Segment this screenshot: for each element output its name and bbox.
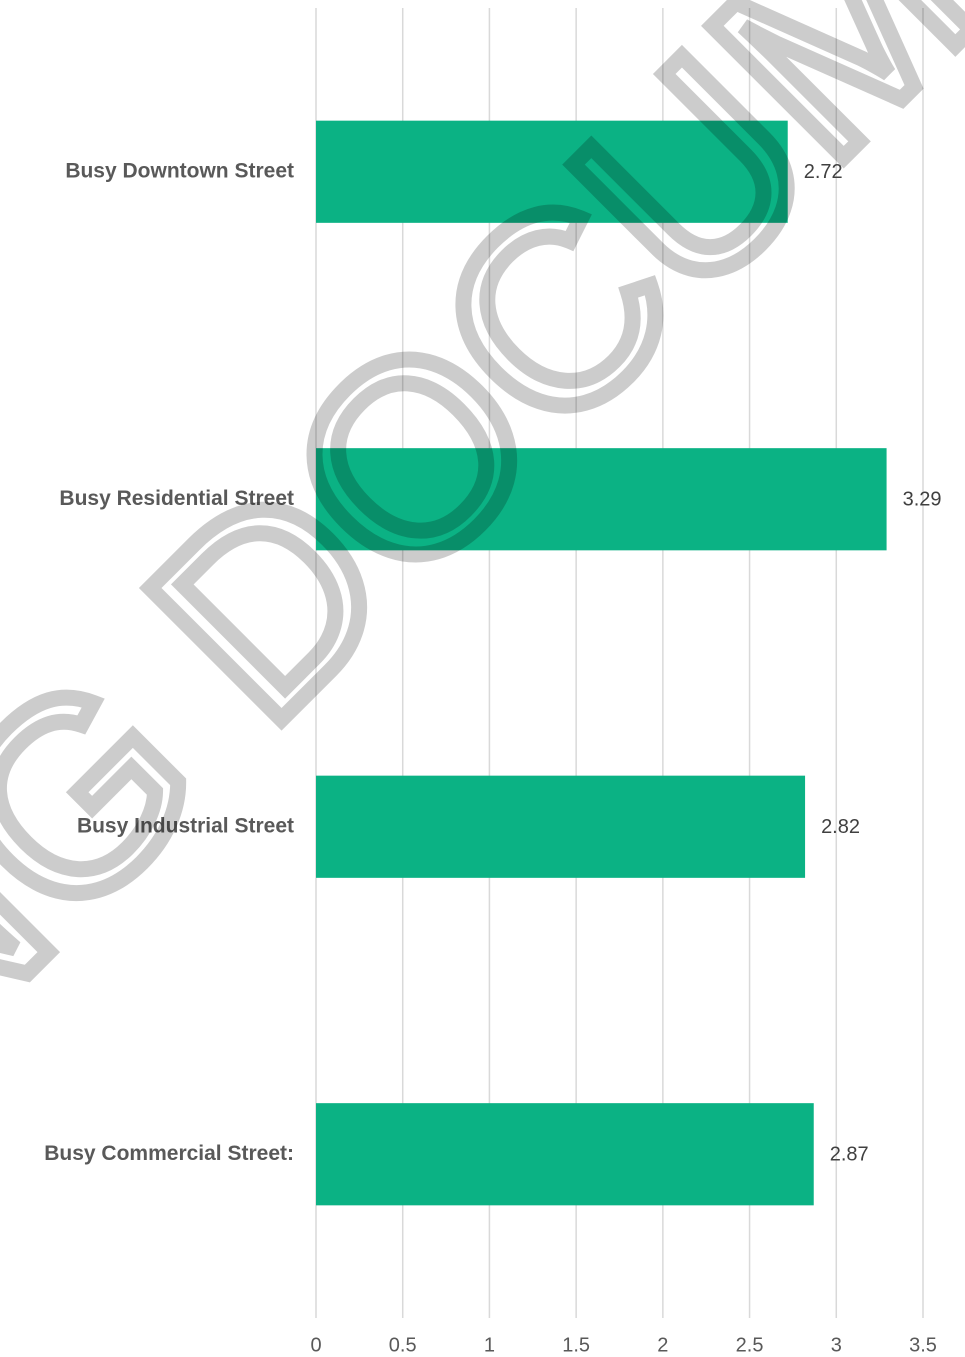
- bars: [316, 120, 887, 1206]
- x-tick-label: 1: [484, 1334, 495, 1356]
- y-tick-label: Busy Residential Street: [59, 487, 294, 510]
- x-tick-label: 3: [831, 1334, 842, 1356]
- bar: [316, 1103, 814, 1206]
- data-label: 3.29: [903, 489, 942, 511]
- y-tick-label: Busy Commercial Street:: [44, 1142, 294, 1165]
- x-tick-label: 3.5: [909, 1334, 937, 1356]
- data-label: 2.72: [804, 161, 843, 183]
- labels: 0 0.5 1 1.5 2 2.5 3 3.5 Busy Downtown Street 2.72…: [44, 159, 941, 1356]
- y-tick-label: Busy Downtown Street: [65, 159, 294, 182]
- y-tick-label: Busy Industrial Street: [77, 814, 294, 837]
- x-tick-label: 0: [310, 1334, 321, 1356]
- x-tick-label: 1.5: [562, 1334, 590, 1356]
- x-tick-label: 2: [657, 1334, 668, 1356]
- grid: [315, 8, 924, 1318]
- x-tick-label: 0.5: [389, 1334, 417, 1356]
- x-tick-label: 2.5: [736, 1334, 764, 1356]
- bar: [316, 448, 887, 551]
- data-label: 2.82: [821, 816, 860, 838]
- bar: [316, 120, 788, 223]
- data-label: 2.87: [830, 1144, 869, 1166]
- bar: [316, 775, 806, 878]
